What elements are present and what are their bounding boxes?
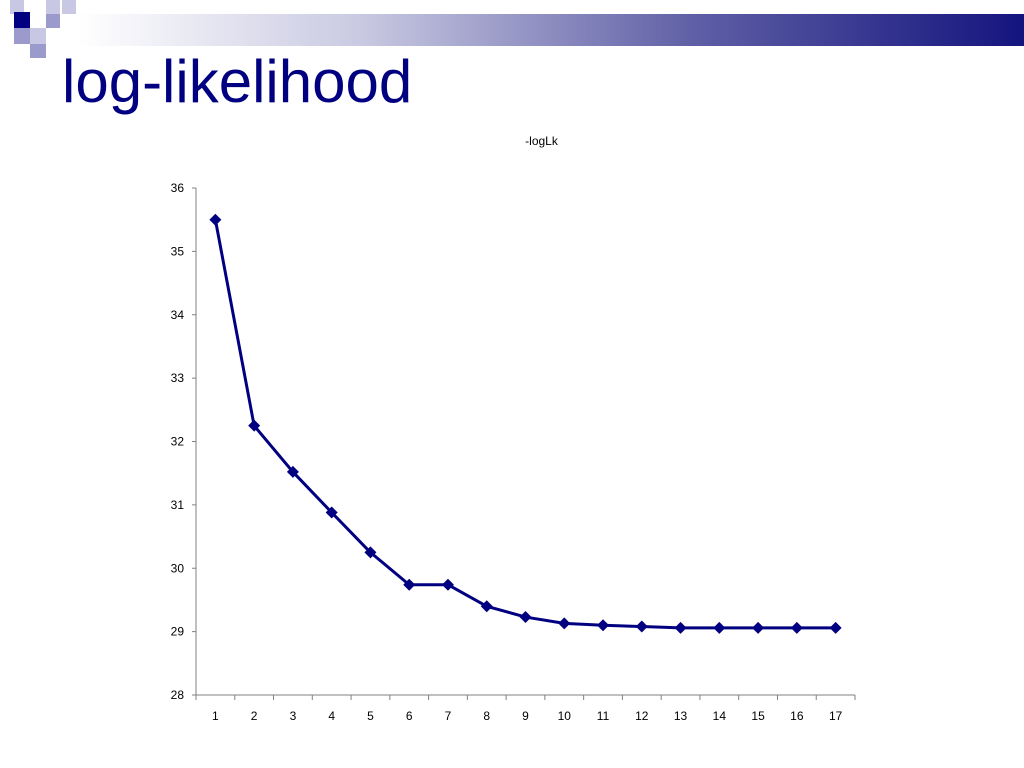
data-point-marker (325, 506, 338, 519)
data-point-marker (790, 621, 803, 634)
x-tick-label: 15 (751, 709, 765, 723)
data-point-marker (635, 620, 648, 633)
data-point-marker (480, 600, 493, 613)
y-tick-label: 30 (171, 561, 185, 575)
data-point-marker (286, 465, 299, 478)
y-tick-label: 34 (171, 308, 185, 322)
x-tick-label: 14 (713, 709, 727, 723)
series-line (213, 219, 836, 630)
data-point-marker (248, 419, 261, 432)
data-point-marker (674, 621, 687, 634)
data-point-marker (597, 619, 610, 632)
y-tick-label: 33 (171, 371, 185, 385)
x-tick-label: 4 (328, 709, 335, 723)
x-tick-label: 8 (483, 709, 490, 723)
y-tick-label: 31 (171, 498, 185, 512)
header-gradient-bar (78, 14, 1024, 46)
data-point-marker (209, 213, 222, 226)
x-tick-label: 9 (522, 709, 529, 723)
y-tick-label: 29 (171, 625, 185, 639)
corner-squares-logo (10, 0, 76, 58)
data-point-marker (441, 578, 454, 591)
data-point-marker (519, 611, 532, 624)
x-tick-label: 3 (290, 709, 297, 723)
data-point-marker (829, 621, 842, 634)
x-tick-label: 10 (558, 709, 572, 723)
slide-title: log-likelihood (62, 48, 413, 115)
x-tick-label: 7 (445, 709, 452, 723)
data-point-marker (713, 621, 726, 634)
x-tick-label: 16 (790, 709, 804, 723)
x-tick-label: 5 (367, 709, 374, 723)
chart-title: -logLk (525, 134, 559, 148)
data-point-marker (403, 578, 416, 591)
y-tick-label: 28 (171, 688, 185, 702)
x-tick-label: 11 (597, 709, 610, 723)
y-tick-label: 36 (171, 181, 185, 195)
x-tick-label: 17 (829, 709, 843, 723)
x-tick-label: 1 (212, 709, 219, 723)
y-tick-label: 32 (171, 435, 185, 449)
x-tick-label: 6 (406, 709, 413, 723)
data-point-marker (558, 617, 571, 630)
x-tick-label: 13 (674, 709, 688, 723)
data-point-marker (752, 621, 765, 634)
x-tick-label: 2 (251, 709, 258, 723)
x-tick-label: 12 (635, 709, 649, 723)
data-point-marker (364, 546, 377, 559)
y-tick-label: 35 (171, 244, 185, 258)
